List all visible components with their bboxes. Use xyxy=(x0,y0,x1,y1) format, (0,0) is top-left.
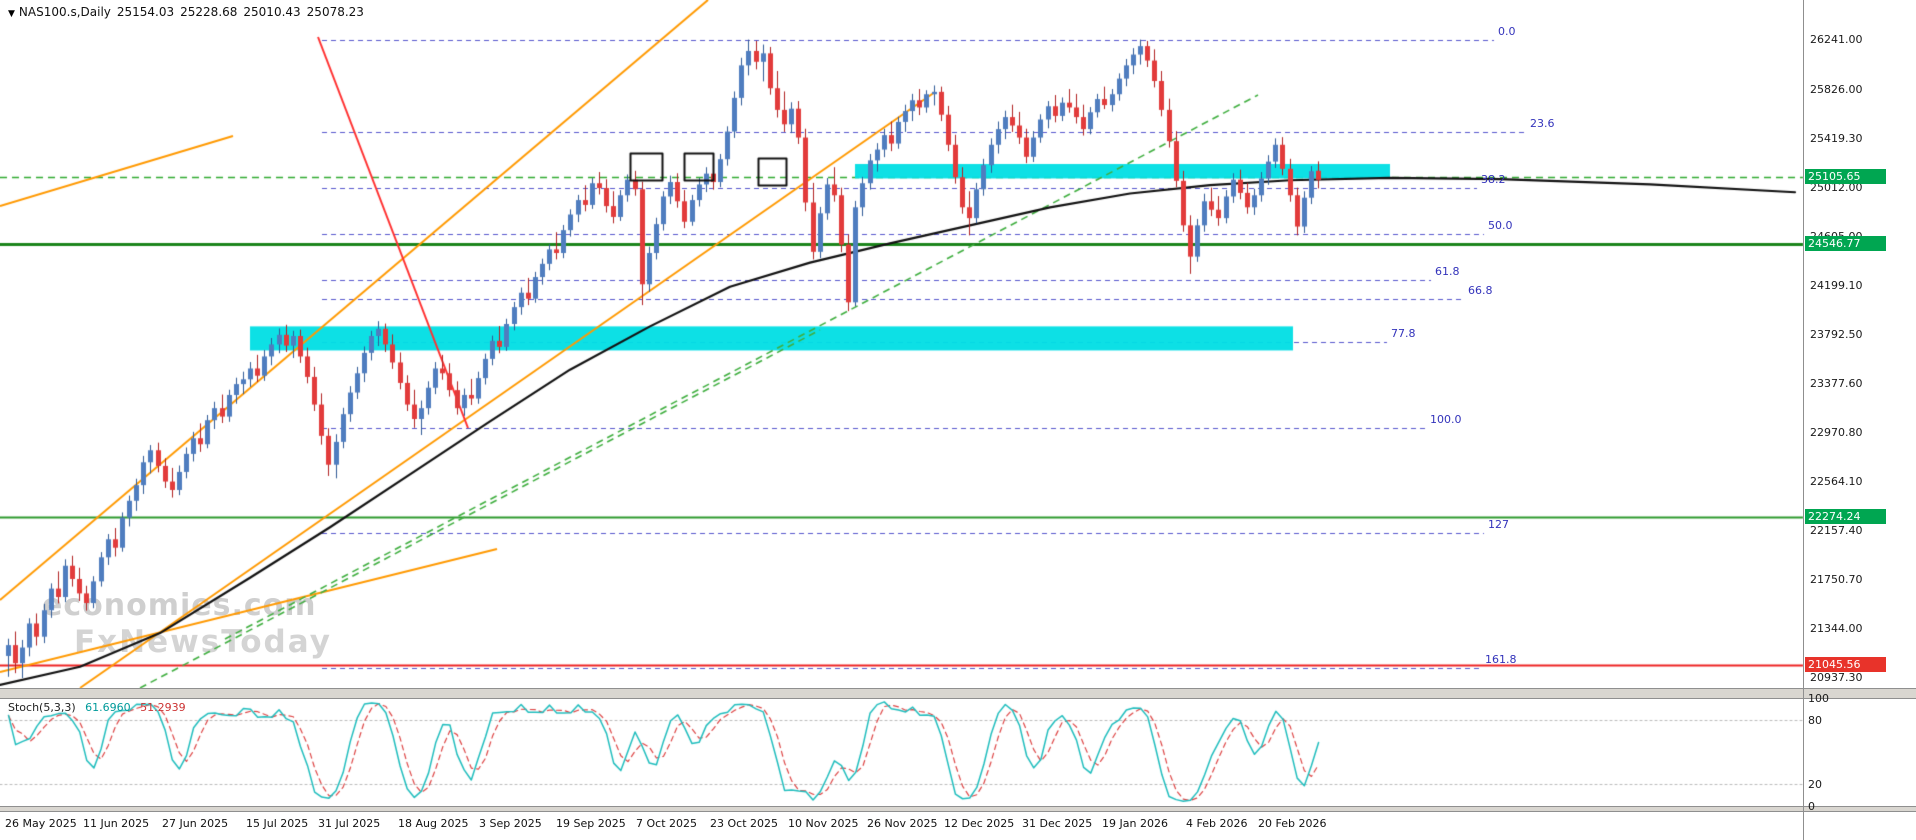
fib-level-label: 100.0 xyxy=(1430,413,1462,427)
price-axis-tick: 22564.10 xyxy=(1810,475,1863,489)
price-axis-tick: 25826.00 xyxy=(1810,82,1863,96)
price-axis-tick: 21344.00 xyxy=(1810,622,1863,635)
stoch-scale-label: 20 xyxy=(1808,778,1822,792)
price-axis-tick: 26241.00 xyxy=(1810,33,1863,46)
price-axis-tick: 25419.30 xyxy=(1810,131,1863,145)
stoch-scale-label: 80 xyxy=(1808,713,1822,727)
quote-open: 25154.03 xyxy=(116,5,175,19)
quote-close: 25078.23 xyxy=(306,5,364,19)
fib-level-label: 38.2 xyxy=(1481,173,1506,187)
pane-separator[interactable] xyxy=(0,688,1916,699)
fib-level-label: 61.8 xyxy=(1435,264,1460,278)
date-axis-label: 26 Nov 2025 xyxy=(867,817,938,830)
date-axis-label: 26 May 2025 xyxy=(5,817,77,830)
fib-level-label: 77.8 xyxy=(1391,326,1416,340)
price-axis-tick: 22157.40 xyxy=(1810,524,1863,538)
stoch-d-value: 51.2939 xyxy=(140,701,186,714)
date-axis-label: 15 Jul 2025 xyxy=(246,817,309,830)
date-axis-label: 12 Dec 2025 xyxy=(944,817,1015,830)
date-axis-label: 31 Jul 2025 xyxy=(318,817,381,830)
date-axis-label: 23 Oct 2025 xyxy=(710,817,779,830)
date-axis-label: 19 Sep 2025 xyxy=(556,817,626,830)
stoch-k-value: 61.6960 xyxy=(85,701,131,714)
date-axis-label: 11 Jun 2025 xyxy=(83,817,150,830)
fib-level-label: 127 xyxy=(1488,517,1509,531)
fib-level-label: 50.0 xyxy=(1488,219,1513,232)
price-axis-tick: 24199.10 xyxy=(1810,278,1863,292)
price-axis-tick: 23377.60 xyxy=(1810,377,1863,391)
symbol-label: NAS100.s,Daily xyxy=(18,5,111,19)
price-axis-tick: 23792.50 xyxy=(1810,327,1863,341)
price-level-flag: 21045.56 xyxy=(1805,656,1886,672)
price-level-flag: 25105.65 xyxy=(1805,168,1886,184)
fib-level-label: 0.0 xyxy=(1498,25,1516,38)
price-level-flag: 22274.24 xyxy=(1805,509,1886,525)
stochastic-indicator-label: Stoch(5,3,3) 61.6960 51.2939 xyxy=(8,701,186,714)
price-axis-tick: 22970.80 xyxy=(1810,426,1863,440)
price-level-flag: 24546.77 xyxy=(1805,235,1886,251)
price-axis-tick: 25012.00 xyxy=(1810,180,1863,194)
stoch-scale-label: 100 xyxy=(1808,692,1829,705)
date-axis-label: 27 Jun 2025 xyxy=(162,817,229,830)
quote-bar: ▼ NAS100.s,Daily 25154.03 25228.68 25010.43 2… xyxy=(8,5,370,19)
stoch-scale-label: 0 xyxy=(1808,800,1815,813)
symbol-arrow-icon: ▼ xyxy=(8,9,15,19)
date-axis-label: 18 Aug 2025 xyxy=(398,817,469,830)
date-axis-label: 3 Sep 2025 xyxy=(479,817,542,830)
fib-level-label: 23.6 xyxy=(1530,116,1555,130)
quote-high: 25228.68 xyxy=(180,5,238,19)
date-axis-label: 19 Jan 2026 xyxy=(1102,817,1168,830)
date-axis-label: 31 Dec 2025 xyxy=(1022,817,1093,830)
price-axis-border xyxy=(1803,0,1804,840)
date-axis-label: 20 Feb 2026 xyxy=(1258,817,1327,830)
date-axis-separator xyxy=(0,806,1916,812)
stoch-name: Stoch(5,3,3) xyxy=(8,701,76,714)
fib-level-label: 66.8 xyxy=(1468,284,1493,298)
date-axis-label: 4 Feb 2026 xyxy=(1186,817,1248,830)
quote-low: 25010.43 xyxy=(243,5,301,19)
price-axis[interactable]: 26241.0025826.0025419.3025012.0024605.00… xyxy=(1804,0,1916,840)
fib-level-label: 161.8 xyxy=(1485,652,1517,666)
price-axis-tick: 20937.30 xyxy=(1810,670,1863,684)
price-axis-tick: 21750.70 xyxy=(1810,573,1863,587)
date-axis-label: 10 Nov 2025 xyxy=(788,817,859,830)
date-axis-label: 7 Oct 2025 xyxy=(636,817,698,830)
